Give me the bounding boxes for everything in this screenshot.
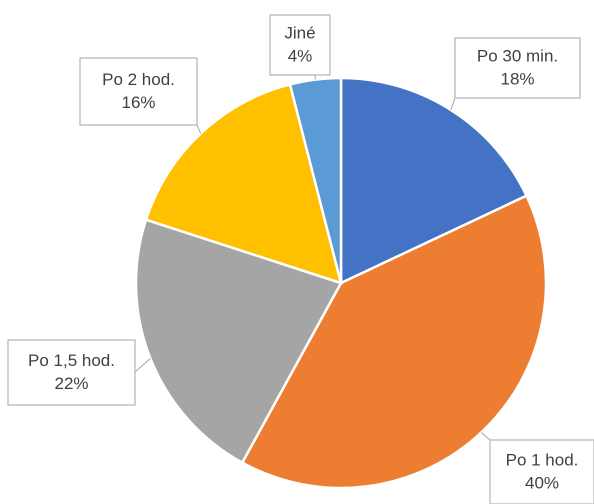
label-box bbox=[454, 37, 581, 99]
value-label: 18% bbox=[500, 69, 534, 88]
leader-line bbox=[481, 432, 491, 441]
value-label: 4% bbox=[288, 46, 313, 65]
category-label: Po 1 hod. bbox=[506, 450, 579, 469]
category-label: Po 1,5 hod. bbox=[28, 351, 115, 370]
leader-line bbox=[134, 358, 151, 373]
leader-line bbox=[196, 124, 202, 134]
label-box bbox=[489, 439, 594, 504]
label-box bbox=[269, 14, 331, 76]
category-label: Po 30 min. bbox=[477, 46, 558, 65]
value-label: 40% bbox=[525, 473, 559, 492]
pie-slice bbox=[288, 76, 343, 284]
value-label: 16% bbox=[121, 93, 155, 112]
category-label: Jiné bbox=[284, 23, 315, 42]
pie-slice bbox=[144, 82, 343, 285]
category-label: Po 2 hod. bbox=[102, 70, 175, 89]
label-box bbox=[79, 57, 198, 126]
value-label: 22% bbox=[54, 374, 88, 393]
leader-line bbox=[450, 97, 456, 111]
label-box bbox=[7, 339, 136, 406]
